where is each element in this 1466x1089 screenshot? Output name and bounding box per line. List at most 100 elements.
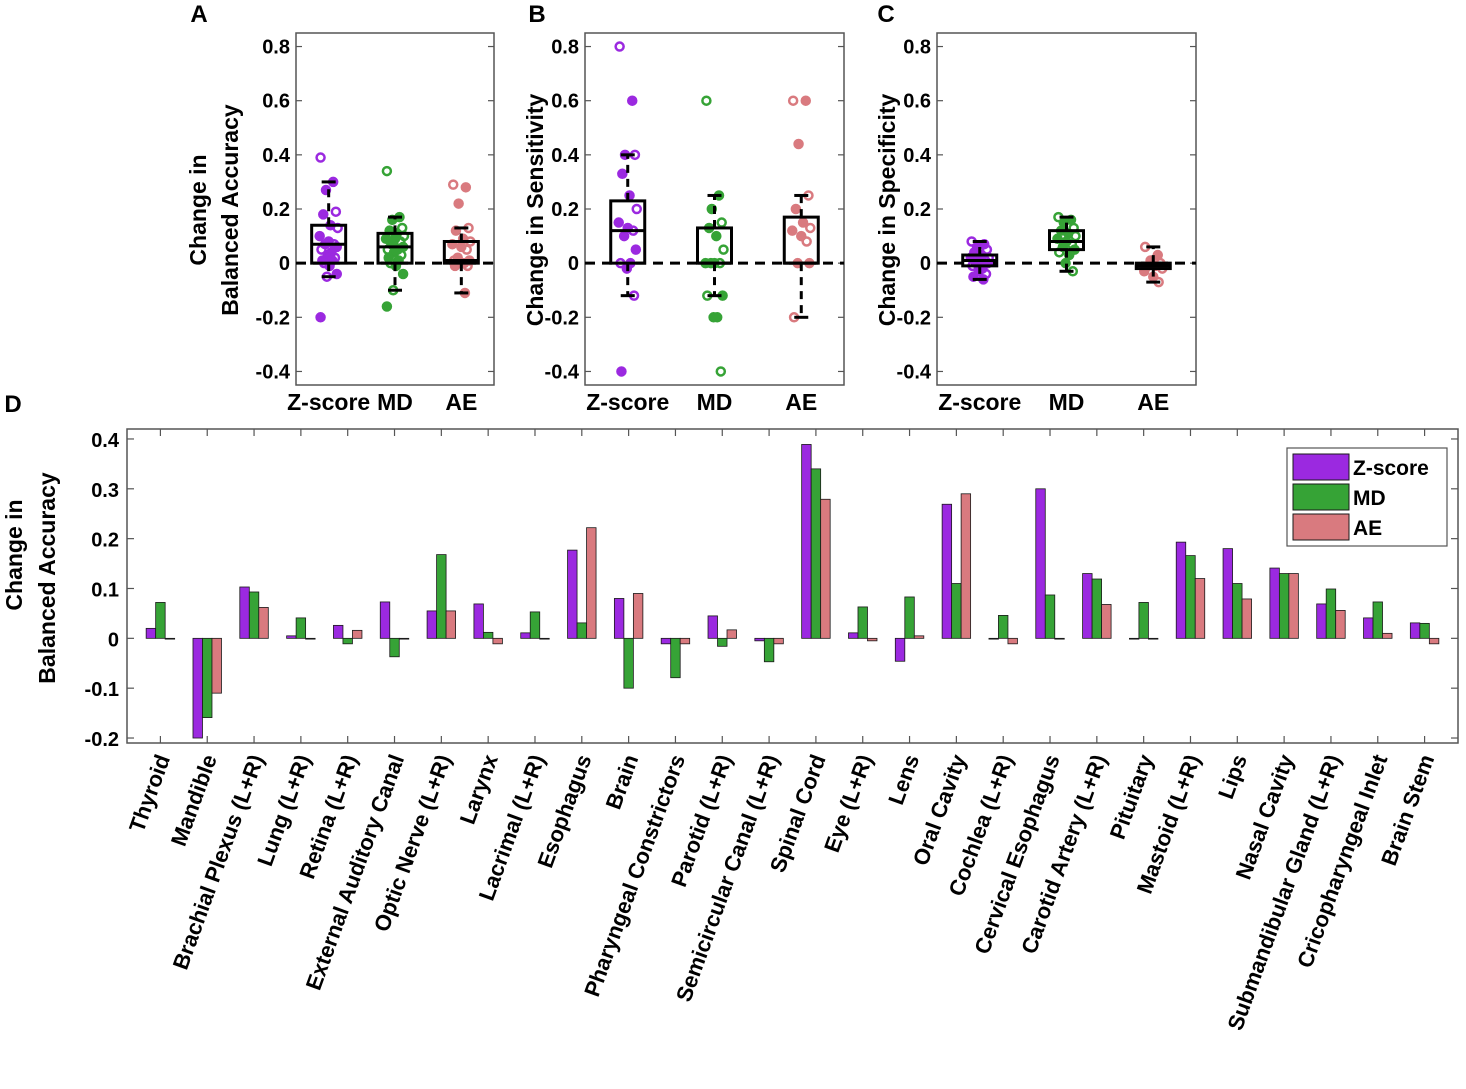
bar-ae bbox=[960, 493, 972, 639]
bar-z-score bbox=[1316, 603, 1327, 639]
bar-z-score bbox=[613, 598, 625, 639]
panel-b-point-md bbox=[711, 230, 722, 242]
panel-d-ytick-label: -0.1 bbox=[85, 679, 119, 701]
bar-ae bbox=[398, 637, 410, 640]
panel-b-point-z-score bbox=[618, 230, 630, 242]
panel-d-category-label: Mandible bbox=[166, 751, 222, 849]
bar-ae bbox=[867, 637, 878, 642]
panel-b-point-ae bbox=[793, 138, 804, 150]
bar-md bbox=[904, 596, 915, 639]
bar-z-score bbox=[848, 632, 859, 639]
bar-ae bbox=[445, 610, 456, 639]
bar-ae bbox=[1007, 637, 1018, 645]
panel-a-point-z-score bbox=[315, 312, 326, 323]
bar-z-score bbox=[286, 635, 297, 639]
panel-a-point-md bbox=[381, 165, 393, 177]
bar-z-score bbox=[1409, 622, 1421, 639]
panel-d-ytick-label: 0.4 bbox=[91, 430, 120, 452]
panel-b-ylabel: Change in Sensitivity bbox=[522, 93, 548, 326]
bar-ae bbox=[1194, 578, 1206, 639]
panel-a-point-z-score bbox=[314, 230, 325, 242]
bar-z-score bbox=[333, 624, 344, 639]
bar-ae bbox=[1054, 637, 1065, 640]
panel-a-ytick-label: 0.4 bbox=[262, 145, 291, 167]
panel-b-point-ae bbox=[800, 95, 812, 106]
panel-c-xlabel-ae: AE bbox=[1137, 389, 1169, 415]
panel-a-box-ae bbox=[442, 239, 480, 265]
panel-a-xlabel-md: MD bbox=[377, 389, 413, 415]
panel-a-frame bbox=[295, 32, 495, 386]
panel-b-point-z-score bbox=[616, 366, 627, 377]
panel-c-plot: 0.8 0.6 0.4 0.2 0 -0.2 -0.4 Z-score MD AE bbox=[897, 32, 1197, 415]
panel-c-ytick-label: 0.6 bbox=[903, 91, 931, 113]
panel-d-category-label: Thyroid bbox=[124, 751, 175, 835]
panel-c-ytick-label: 0.4 bbox=[903, 145, 932, 167]
panel-d-plot: 0.40.30.20.10-0.1-0.2ThyroidMandibleBrac… bbox=[85, 428, 1459, 1034]
panel-b-ytick-label: 0.2 bbox=[551, 199, 579, 221]
bar-ae bbox=[726, 629, 737, 639]
panel-c-point-md bbox=[1070, 230, 1081, 242]
panel-a-ylabel-line1: Change in bbox=[185, 154, 211, 265]
bar-md bbox=[483, 631, 494, 639]
bar-ae bbox=[586, 527, 597, 639]
legend-label-ae: AE bbox=[1353, 517, 1382, 540]
panel-a-letter: A bbox=[190, 1, 207, 28]
bar-z-score bbox=[473, 603, 484, 639]
panel-c-ylabel: Change in Specificity bbox=[874, 93, 900, 326]
panel-b-point-z-score bbox=[630, 244, 642, 255]
panel-b-ytick-label: 0.6 bbox=[551, 91, 579, 113]
panel-d-letter: D bbox=[4, 391, 21, 418]
panel-a-ylabel-line2: Balanced Accuracy bbox=[217, 104, 243, 316]
panel-a-point-md bbox=[397, 268, 409, 280]
panel-b-point-z-score bbox=[613, 217, 624, 228]
panel-c-ytick-label: 0.2 bbox=[903, 199, 931, 221]
bar-md bbox=[248, 591, 260, 639]
panel-b: B Change in Sensitivity 0.8 0.6 0.4 0.2 0 -0.… bbox=[522, 1, 845, 415]
bar-ae bbox=[305, 637, 316, 640]
bar-ae bbox=[1101, 604, 1112, 639]
panel-a-point-z-score bbox=[315, 152, 326, 163]
panel-a-plot: 0.8 0.6 0.4 0.2 0 -0.2 -0.4 Z-score MD AE bbox=[256, 32, 495, 415]
bar-ae bbox=[492, 637, 503, 645]
panel-b-letter: B bbox=[528, 1, 545, 28]
panel-a-ytick-label: -0.2 bbox=[256, 307, 290, 329]
panel-d-ylabel-line2: Balanced Accuracy bbox=[34, 472, 60, 684]
bar-ae bbox=[352, 629, 363, 639]
bar-z-score bbox=[1082, 573, 1093, 639]
bar-z-score bbox=[520, 632, 531, 639]
bar-md bbox=[998, 615, 1009, 639]
bar-ae bbox=[1241, 598, 1252, 639]
bar-md bbox=[155, 602, 166, 639]
panel-a-point-ae bbox=[447, 179, 459, 190]
panel-a-xlabel-ae: AE bbox=[445, 389, 477, 415]
bar-z-score bbox=[660, 637, 672, 645]
bar-md bbox=[951, 583, 962, 639]
bar-z-score bbox=[988, 637, 999, 640]
bar-ae bbox=[258, 607, 269, 639]
panel-c-ytick-label: 0.8 bbox=[903, 37, 931, 59]
bar-z-score bbox=[1269, 567, 1280, 639]
panel-c-ytick-label: -0.4 bbox=[897, 361, 932, 383]
panel-b-xlabel-z-score: Z-score bbox=[586, 389, 669, 415]
bar-md bbox=[202, 637, 213, 718]
panel-d-ylabel-line1: Change in bbox=[1, 499, 27, 610]
bar-md bbox=[763, 637, 775, 663]
bar-z-score bbox=[239, 586, 250, 639]
panel-d-category-label: Larynx bbox=[455, 750, 503, 827]
panel-a-ytick-label: 0.6 bbox=[262, 91, 290, 113]
panel-b-ytick-label: 0 bbox=[568, 253, 579, 275]
panel-c-ytick-label: 0 bbox=[920, 253, 931, 275]
panel-a-point-ae bbox=[453, 198, 464, 209]
bar-ae bbox=[1428, 637, 1440, 645]
bar-md bbox=[810, 468, 822, 639]
panel-b-point-ae bbox=[787, 225, 798, 236]
panel-b-point-ae bbox=[801, 236, 812, 247]
bar-ae bbox=[820, 498, 831, 639]
bar-md bbox=[1419, 622, 1430, 639]
panel-b-ytick-label: 0.4 bbox=[551, 145, 580, 167]
panel-b-ytick-label: -0.4 bbox=[545, 361, 580, 383]
panel-b-point-z-score bbox=[631, 203, 642, 215]
panel-c: C Change in Specificity 0.8 0.6 0.4 0.2 0 -0.… bbox=[874, 1, 1197, 415]
bar-md bbox=[670, 637, 681, 679]
